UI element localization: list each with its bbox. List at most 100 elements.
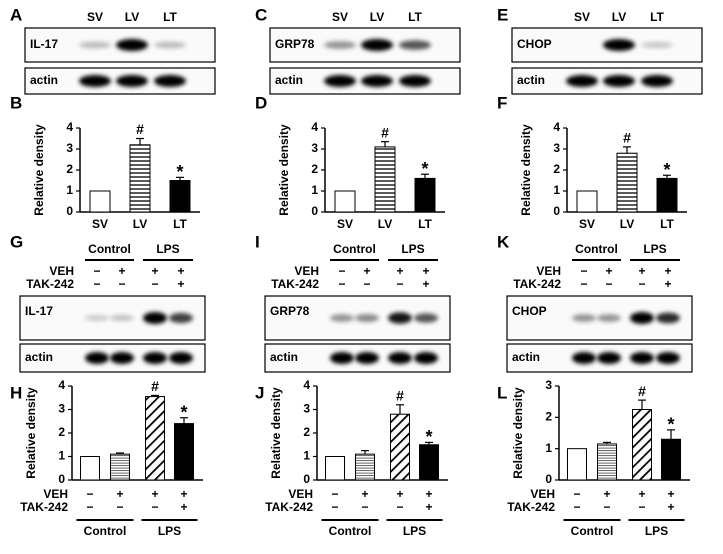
treatment-sign: +	[425, 487, 432, 501]
significance-mark: *	[425, 427, 432, 447]
treatment-sign: +	[664, 264, 671, 278]
x-tick-label: SV	[92, 217, 108, 231]
blot-row-label: CHOP	[517, 37, 552, 51]
y-tick-label: 1	[545, 441, 552, 455]
bar	[145, 396, 165, 481]
blot-row-label: CHOP	[512, 304, 547, 318]
blot-row-label: actin	[25, 350, 53, 364]
lane-label: SV	[574, 10, 590, 24]
treatment-sign: −	[151, 277, 158, 291]
blot-band	[330, 352, 354, 364]
y-tick-label: 0	[553, 204, 560, 218]
panel-letter: J	[255, 383, 264, 402]
blot-band	[603, 75, 635, 87]
y-tick-label: 1	[553, 183, 560, 197]
treatment-sign: +	[667, 487, 674, 501]
y-tick-label: 2	[311, 162, 318, 176]
group-label: Control	[333, 242, 376, 256]
blot-band	[572, 314, 596, 322]
bar	[632, 409, 652, 481]
treatment-sign: −	[151, 500, 158, 514]
treatment-sign: −	[363, 277, 370, 291]
treatment-sign: −	[603, 500, 610, 514]
y-axis-label: Relative density	[511, 387, 525, 479]
x-tick-label: LV	[378, 217, 392, 231]
group-label: LPS	[403, 524, 426, 538]
blot-band	[597, 314, 621, 322]
treatment-sign: −	[638, 277, 645, 291]
treatment-sign: −	[118, 277, 125, 291]
treatment-sign: +	[396, 264, 403, 278]
treatment-label: TAK-242	[26, 277, 74, 291]
y-tick-label: 3	[303, 402, 310, 416]
treatment-sign: −	[86, 487, 93, 501]
blot-band	[566, 75, 598, 87]
blot-band	[355, 352, 379, 364]
blot-band	[603, 39, 635, 51]
y-tick-label: 0	[303, 472, 310, 486]
treatment-label: VEH	[43, 487, 68, 501]
blot-band	[85, 314, 109, 322]
treatment-sign: +	[361, 487, 368, 501]
y-tick-label: 3	[311, 141, 318, 155]
bar	[661, 438, 681, 481]
panel-letter: F	[497, 93, 507, 112]
blot-row-label: actin	[30, 73, 58, 87]
bar	[390, 413, 410, 481]
treatment-sign: −	[638, 500, 645, 514]
group-label: Control	[575, 242, 618, 256]
group-label: LPS	[158, 524, 181, 538]
significance-mark: #	[623, 130, 631, 146]
y-axis-label: Relative density	[519, 124, 533, 216]
x-tick-label: LT	[660, 217, 674, 231]
significance-mark: *	[421, 159, 428, 179]
treatment-sign: +	[363, 264, 370, 278]
blot-row-label: actin	[517, 73, 545, 87]
panel-letter: L	[497, 383, 507, 402]
blot-band	[154, 75, 186, 87]
blot-band	[656, 312, 680, 324]
treatment-sign: +	[422, 264, 429, 278]
lane-label: LT	[650, 10, 664, 24]
y-tick-label: 1	[58, 449, 65, 463]
lane-label: LT	[408, 10, 422, 24]
panel-letter: B	[10, 93, 22, 112]
treatment-sign: +	[605, 264, 612, 278]
treatment-sign: −	[338, 277, 345, 291]
blot-band	[656, 352, 680, 364]
blot-band	[324, 75, 356, 87]
y-tick-label: 4	[66, 120, 73, 134]
x-tick-label: LT	[418, 217, 432, 231]
x-tick-label: LV	[133, 217, 147, 231]
bar	[656, 177, 678, 213]
significance-mark: *	[176, 162, 183, 182]
treatment-sign: +	[396, 487, 403, 501]
lane-label: LT	[163, 10, 177, 24]
y-tick-label: 1	[66, 183, 73, 197]
panel-letter: K	[497, 232, 510, 251]
y-tick-label: 2	[66, 162, 73, 176]
group-label: LPS	[401, 242, 424, 256]
lane-label: LV	[370, 10, 384, 24]
significance-mark: #	[151, 378, 159, 394]
blot-band	[414, 352, 438, 364]
significance-mark: #	[381, 124, 389, 140]
treatment-sign: +	[638, 487, 645, 501]
panel-letter: A	[10, 5, 22, 24]
bar	[616, 152, 638, 213]
blot-band	[169, 312, 193, 324]
treatment-sign: +	[177, 277, 184, 291]
blot-band	[116, 75, 148, 87]
group-label: LPS	[643, 242, 666, 256]
significance-mark: #	[396, 388, 404, 404]
blot-band	[169, 352, 193, 364]
blot-band	[110, 314, 134, 322]
blot-band	[85, 352, 109, 364]
group-label: Control	[329, 524, 372, 538]
y-tick-label: 3	[58, 402, 65, 416]
treatment-label: VEH	[294, 264, 319, 278]
y-tick-label: 3	[66, 141, 73, 155]
treatment-sign: −	[573, 500, 580, 514]
y-tick-label: 4	[58, 378, 65, 392]
